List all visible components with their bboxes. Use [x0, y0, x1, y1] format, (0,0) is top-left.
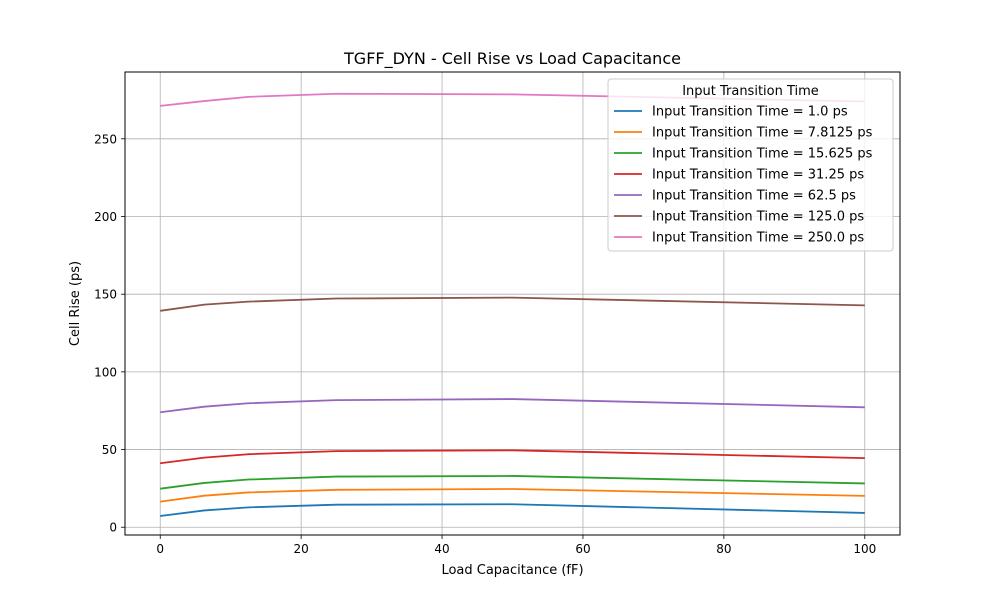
- x-tick-label: 0: [156, 542, 164, 556]
- legend-entry-label: Input Transition Time = 125.0 ps: [652, 210, 864, 225]
- legend-box: [607, 78, 894, 252]
- series-line-3: [160, 475, 865, 490]
- x-tick-label: 60: [575, 542, 590, 556]
- legend: Input Transition Time Input Transition T…: [607, 78, 894, 252]
- x-axis-label: Load Capacitance (fF): [441, 563, 583, 578]
- y-axis-ticks: 0 50 100 150 200 250: [94, 132, 125, 535]
- series-line-6: [160, 296, 865, 312]
- chart-title: TGFF_DYN - Cell Rise vs Load Capacitance: [343, 49, 681, 69]
- y-tick-label: 200: [94, 210, 117, 224]
- legend-entry-label: Input Transition Time = 31.25 ps: [652, 168, 864, 183]
- legend-entry-label: Input Transition Time = 62.5 ps: [652, 189, 856, 204]
- legend-entry-label: Input Transition Time = 250.0 ps: [652, 231, 864, 246]
- series-line-4: [160, 449, 865, 465]
- x-tick-label: 80: [716, 542, 731, 556]
- y-tick-label: 0: [109, 521, 117, 535]
- series-line-2: [160, 488, 865, 503]
- x-tick-label: 40: [434, 542, 449, 556]
- x-tick-label: 20: [293, 542, 308, 556]
- plot-area-frame: [124, 71, 901, 536]
- series-line-5: [160, 398, 865, 414]
- legend-entry-label: Input Transition Time = 1.0 ps: [652, 105, 848, 120]
- y-tick-label: 150: [94, 288, 117, 302]
- y-tick-label: 100: [94, 365, 117, 379]
- x-tick-label: 100: [853, 542, 876, 556]
- series-line-1: [160, 503, 865, 517]
- y-tick-label: 50: [102, 443, 117, 457]
- legend-entry-label: Input Transition Time = 7.8125 ps: [652, 126, 873, 141]
- series-line-7: [160, 92, 865, 107]
- legend-entry-label: Input Transition Time = 15.625 ps: [652, 147, 873, 162]
- x-axis-ticks: 0 20 40 60 80 100: [156, 535, 876, 556]
- y-axis-label: Cell Rise (ps): [68, 261, 83, 346]
- series-lines: [160, 92, 865, 517]
- legend-title: Input Transition Time: [682, 84, 819, 99]
- y-tick-label: 250: [94, 132, 117, 146]
